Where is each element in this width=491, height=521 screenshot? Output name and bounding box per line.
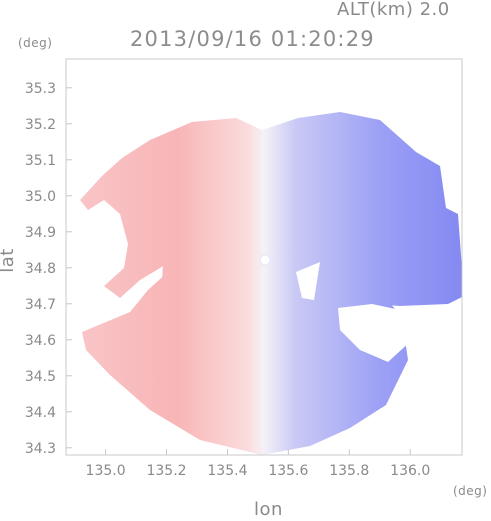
- y-tick-label: 34.8: [25, 261, 56, 277]
- echo-gap-east: [296, 262, 320, 300]
- y-tick-label: 34.5: [25, 369, 56, 385]
- radar-echo-layer: [80, 112, 462, 455]
- y-tick-label: 35.1: [25, 153, 56, 169]
- x-tick-label: 135.4: [207, 463, 247, 479]
- y-tick-label: 34.3: [25, 441, 56, 457]
- y-tick-label: 35.0: [25, 189, 56, 205]
- x-tick-label: 135.6: [268, 463, 308, 479]
- x-tick-label: 136.0: [390, 463, 430, 479]
- axis-ticks: 35.3 35.2 35.1 35.0 34.9 34.8 34.7 34.6 34.5 34.4…: [25, 81, 430, 479]
- radar-site-marker: [259, 254, 271, 266]
- y-tick-label: 34.7: [25, 297, 56, 313]
- y-axis-unit: (deg): [18, 36, 53, 50]
- plot-frame: [65, 58, 463, 456]
- y-tick-label: 34.9: [25, 225, 56, 241]
- x-tick-label: 135.8: [329, 463, 369, 479]
- x-tick-label: 135.0: [86, 463, 126, 479]
- y-tick-label: 34.4: [25, 405, 56, 421]
- timestamp-title: 2013/09/16 01:20:29: [130, 27, 375, 51]
- y-tick-label: 34.6: [25, 333, 56, 349]
- x-axis-unit: (deg): [453, 484, 488, 498]
- x-axis-label: lon: [254, 499, 283, 520]
- altitude-label: ALT(km) 2.0: [337, 0, 450, 20]
- radar-echo-center: [162, 236, 262, 300]
- y-tick-label: 35.3: [25, 81, 56, 97]
- x-tick-label: 135.2: [146, 463, 186, 479]
- y-tick-label: 35.2: [25, 117, 56, 133]
- radar-echo-south: [82, 250, 408, 455]
- echo-gap-southeast: [338, 304, 412, 362]
